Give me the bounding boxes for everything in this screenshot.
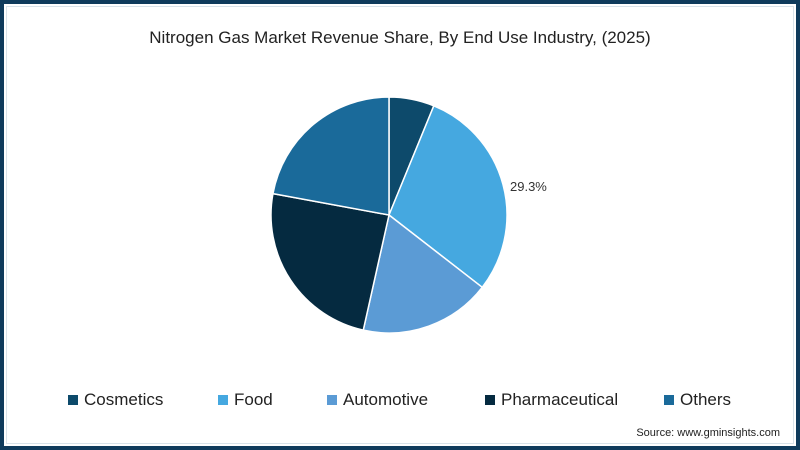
legend-label: Others bbox=[680, 390, 732, 409]
legend-label: Pharmaceutical bbox=[501, 390, 619, 409]
legend-label: Food bbox=[234, 390, 273, 409]
legend: Cosmetics Food Automotive Pharmaceutical… bbox=[0, 390, 800, 414]
food-data-label: 29.3% bbox=[510, 179, 547, 194]
pie-slice-food bbox=[388, 104, 508, 289]
legend-item-pharmaceutical: Pharmaceutical bbox=[485, 390, 618, 410]
legend-label: Automotive bbox=[343, 390, 429, 409]
chart-title: Nitrogen Gas Market Revenue Share, By En… bbox=[149, 28, 651, 47]
inner-border bbox=[6, 6, 794, 444]
legend-item-cosmetics: Cosmetics bbox=[68, 390, 163, 410]
legend-label: Cosmetics bbox=[84, 390, 164, 409]
legend-item-food: Food bbox=[218, 390, 273, 410]
legend-item-automotive: Automotive bbox=[327, 390, 428, 410]
legend-swatch-others bbox=[664, 395, 674, 405]
legend-swatch-food bbox=[218, 395, 228, 405]
pie-slice-others bbox=[272, 96, 390, 216]
legend-swatch-pharmaceutical bbox=[485, 395, 495, 405]
source-note: Source: www.gminsights.com bbox=[636, 427, 780, 439]
legend-item-others: Others bbox=[664, 390, 731, 410]
legend-swatch-automotive bbox=[327, 395, 337, 405]
pie-slice-pharmaceutical bbox=[270, 192, 390, 332]
pie-slice-automotive bbox=[362, 213, 484, 334]
legend-swatch-cosmetics bbox=[68, 395, 78, 405]
